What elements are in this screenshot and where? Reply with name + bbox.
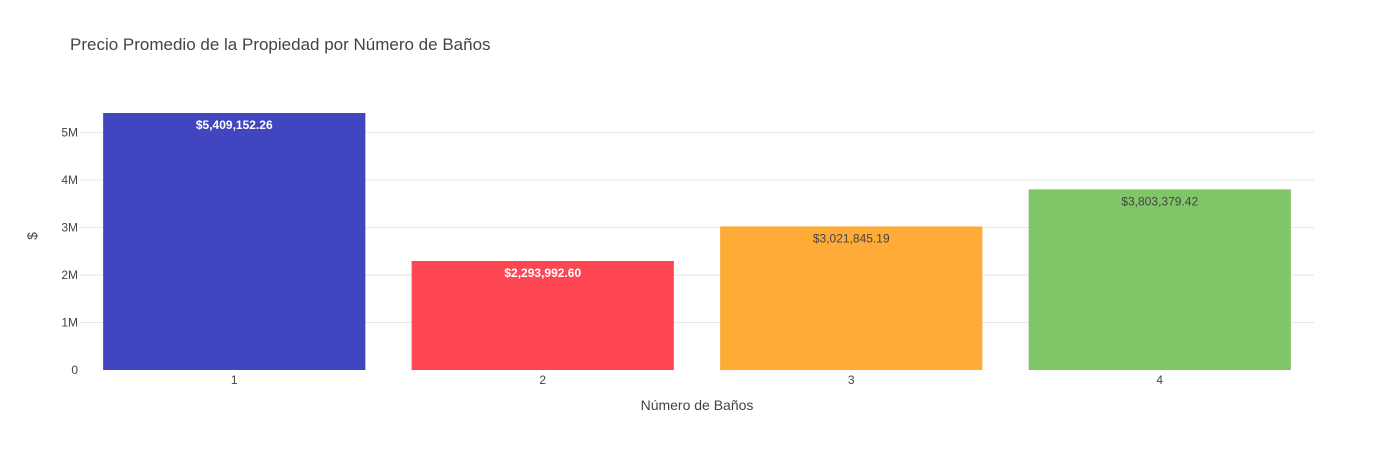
y-tick-label: 2M — [61, 268, 78, 282]
bar-value-label: $2,293,992.60 — [504, 266, 581, 280]
x-axis-title: Número de Baños — [641, 397, 754, 413]
bars — [103, 113, 1291, 370]
bar-value-label: $3,021,845.19 — [813, 231, 890, 245]
y-tick-label: 5M — [61, 125, 78, 139]
x-tick-label: 1 — [231, 373, 238, 387]
bar-value-label: $3,803,379.42 — [1121, 194, 1198, 208]
bar — [1029, 189, 1291, 370]
y-tick-label: 4M — [61, 173, 78, 187]
chart-title: Precio Promedio de la Propiedad por Núme… — [70, 35, 491, 54]
x-tick-label: 4 — [1156, 373, 1163, 387]
x-axis-ticks: 1 2 3 4 — [231, 373, 1164, 387]
y-tick-label: 3M — [61, 220, 78, 234]
y-axis-ticks: 0 1M 2M 3M 4M 5M — [61, 125, 78, 377]
bar — [720, 226, 982, 370]
y-axis-title: $ — [24, 232, 40, 240]
x-tick-label: 2 — [539, 373, 546, 387]
y-tick-label: 1M — [61, 315, 78, 329]
y-tick-label: 0 — [71, 363, 78, 377]
bar-value-label: $5,409,152.26 — [196, 118, 273, 132]
bar — [103, 113, 365, 370]
x-tick-label: 3 — [848, 373, 855, 387]
